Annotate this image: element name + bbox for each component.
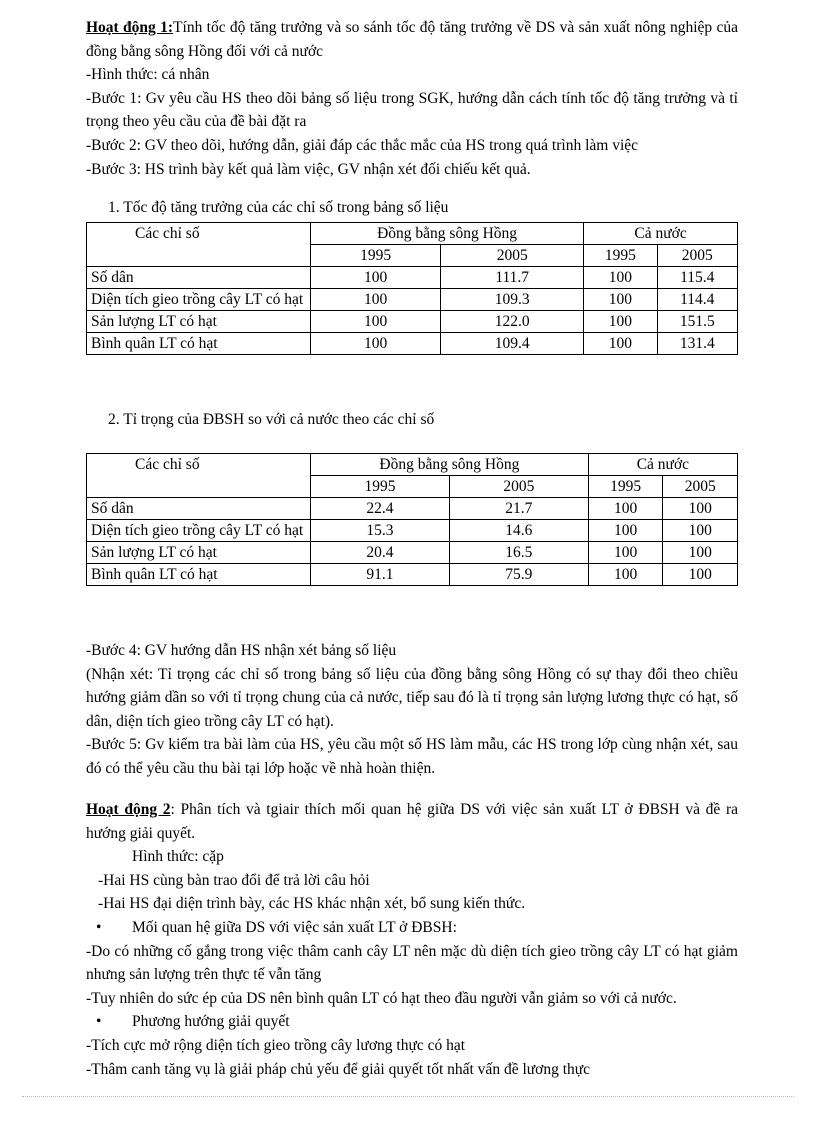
table-row: Bình quân LT có hạt 100 109.4 100 131.4 <box>86 332 738 355</box>
table-cell: 109.4 <box>440 332 585 355</box>
page-border-divider <box>22 1096 794 1097</box>
table-cell: 100 <box>662 541 738 564</box>
table-cell: 115.4 <box>656 266 738 289</box>
table-cell: 100 <box>583 266 658 289</box>
table-cell: 151.5 <box>656 310 738 333</box>
activity1-line: -Bước 3: HS trình bày kết quả làm việc, … <box>86 160 531 178</box>
activity1-line: -Hình thức: cá nhân <box>86 66 210 84</box>
year-cell: 1995 <box>310 475 450 498</box>
bullet-line: -Thâm canh tăng vụ là giải pháp chủ yếu … <box>86 1060 591 1078</box>
header-row: Các chỉ số Đồng bằng sông Hồng Cả nước <box>86 453 739 498</box>
table-cell: Số dân <box>86 266 311 289</box>
table-cell: 111.7 <box>440 266 585 289</box>
table-row: Sản lượng LT có hạt 100 122.0 100 151.5 <box>86 310 738 333</box>
table-cell: Số dân <box>86 497 311 520</box>
table-cell: 100 <box>309 310 442 333</box>
activity2-text: : Phân tích và tgiair thích mối quan hệ … <box>86 801 738 842</box>
table-cell: 91.1 <box>310 563 450 586</box>
pair-line: -Hai HS cùng bàn trao đổi để trả lời câu… <box>98 871 370 889</box>
table2: Các chỉ số Đồng bằng sông Hồng Cả nước 1995… <box>86 453 739 586</box>
step-line: (Nhận xét: Tỉ trọng các chỉ số trong bản… <box>86 665 738 730</box>
table-cell: 100 <box>662 519 738 542</box>
table-cell: Sản lượng LT có hạt <box>86 310 311 333</box>
table-cell: 20.4 <box>310 541 450 564</box>
table-cell: 100 <box>587 563 664 586</box>
table-cell: 100 <box>309 332 442 355</box>
table-cell: 100 <box>662 497 738 520</box>
header-cell: Đồng bằng sông Hồng <box>310 453 589 476</box>
table-cell: Bình quân LT có hạt <box>86 563 311 586</box>
bullet-line: -Tuy nhiên do sức ép của DS nên bình quâ… <box>86 989 677 1007</box>
table-cell: 100 <box>309 266 442 289</box>
activity2-title: Hoạt động 2 <box>86 801 171 818</box>
header-cell: Cả nước <box>587 453 739 476</box>
table-cell: 15.3 <box>310 519 450 542</box>
table-cell: 109.3 <box>440 288 585 311</box>
table-cell: 22.4 <box>310 497 450 520</box>
header-row: 1995 2005 1995 2005 <box>87 244 738 267</box>
year-cell: 2005 <box>448 475 589 498</box>
activity1-text: Tính tốc độ tăng trưởng và so sánh tốc đ… <box>86 19 738 60</box>
bullet-item: Mối quan hệ giữa DS với việc sản xuất LT… <box>86 916 738 940</box>
header-cell: Các chỉ số <box>86 222 311 267</box>
activity1-line: -Bước 1: Gv yêu cầu HS theo dõi bảng số … <box>86 89 738 131</box>
table-cell: 75.9 <box>448 563 589 586</box>
table1-caption: 1. Tốc độ tăng trưởng của các chỉ số tro… <box>108 199 449 216</box>
table-cell: Sản lượng LT có hạt <box>86 541 311 564</box>
header-cell: Các chỉ số <box>86 453 311 498</box>
table-cell: 21.7 <box>448 497 589 520</box>
year-cell: 1995 <box>587 475 664 498</box>
table-cell: Bình quân LT có hạt <box>86 332 311 355</box>
year-cell: 1995 <box>309 244 442 267</box>
table2-caption: 2. Tỉ trọng của ĐBSH so với cả nước theo… <box>108 411 435 428</box>
year-cell: 2005 <box>656 244 738 267</box>
table-cell: Diện tích gieo trồng cây LT có hạt <box>86 519 311 542</box>
table-cell: 100 <box>587 497 664 520</box>
table-cell: 100 <box>583 332 658 355</box>
table-row: Sản lượng LT có hạt 20.4 16.5 100 100 <box>86 541 738 564</box>
year-cell: 2005 <box>440 244 585 267</box>
header-row: 1995 2005 1995 2005 <box>87 475 738 498</box>
year-cell: 1995 <box>583 244 658 267</box>
step-line: -Bước 4: GV hướng dẫn HS nhận xét bảng s… <box>86 642 397 659</box>
table-cell: Diện tích gieo trồng cây LT có hạt <box>86 288 311 311</box>
table-cell: 114.4 <box>656 288 738 311</box>
header-cell: Đồng bằng sông Hồng <box>309 222 585 245</box>
activity2-section: Hoạt động 2: Phân tích và tgiair thích m… <box>86 798 738 1081</box>
table-cell: 100 <box>583 288 658 311</box>
activity1-line: -Bước 2: GV theo dõi, hướng dẫn, giải đá… <box>86 136 639 154</box>
table-row: Diện tích gieo trồng cây LT có hạt 15.3 14… <box>86 519 738 542</box>
step-line: -Bước 5: Gv kiểm tra bài làm của HS, yêu… <box>86 736 738 777</box>
header-row: Các chỉ số Đồng bằng sông Hồng Cả nước <box>86 222 738 267</box>
table-cell: 100 <box>662 563 738 586</box>
table-row: Số dân 22.4 21.7 100 100 <box>86 497 738 520</box>
bullet-item: Phương hướng giải quyết <box>86 1010 738 1034</box>
table-cell: 100 <box>309 288 442 311</box>
year-cell: 2005 <box>662 475 738 498</box>
table-cell: 100 <box>587 519 664 542</box>
table-cell: 100 <box>583 310 658 333</box>
bullet-line: -Tích cực mở rộng diện tích gieo trồng c… <box>86 1036 466 1054</box>
activity1-title: Hoạt động 1: <box>86 19 174 36</box>
table-cell: 14.6 <box>448 519 589 542</box>
bullet-line: -Do có những cố gắng trong việc thâm can… <box>86 942 738 984</box>
activity1-section: Hoạt động 1:Tính tốc độ tăng trưởng và s… <box>86 16 738 181</box>
table1: Các chỉ số Đồng bằng sông Hồng Cả nước 1995… <box>86 222 738 355</box>
table-row: Bình quân LT có hạt 91.1 75.9 100 100 <box>86 563 738 586</box>
pair-line: -Hai HS đại diện trình bày, các HS khác … <box>98 895 526 913</box>
table-row: Số dân 100 111.7 100 115.4 <box>86 266 738 289</box>
table-cell: 100 <box>587 541 664 564</box>
steps-section: -Bước 4: GV hướng dẫn HS nhận xét bảng s… <box>86 639 738 781</box>
activity2-form: Hình thức: cặp <box>132 848 224 866</box>
table-cell: 122.0 <box>440 310 585 333</box>
table-cell: 16.5 <box>448 541 589 564</box>
header-cell: Cả nước <box>583 222 738 245</box>
table-cell: 131.4 <box>656 332 738 355</box>
table-row: Diện tích gieo trồng cây LT có hạt 100 109… <box>86 288 738 311</box>
